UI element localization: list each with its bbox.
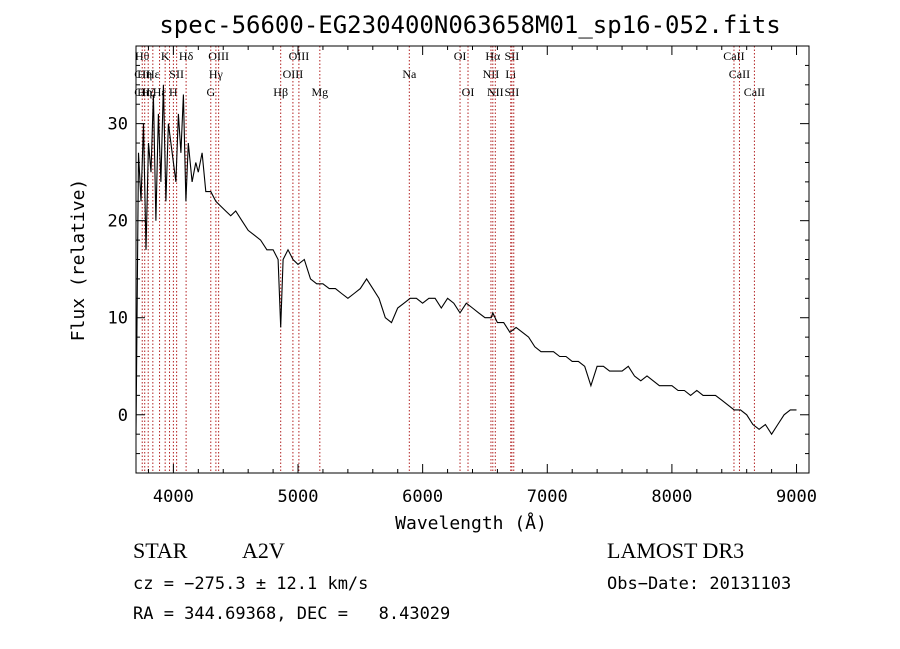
survey-label: LAMOST DR3 bbox=[607, 538, 745, 563]
axis-ticks: 4000 5000 6000 7000 8000 9000 0 10 20 30 bbox=[108, 46, 817, 507]
spectral-line-label: NII bbox=[487, 85, 504, 99]
obs-date-text: Obs−Date: 20131103 bbox=[607, 574, 792, 594]
spectral-line-label: OI bbox=[454, 49, 467, 63]
spectral-line-label: OIII bbox=[289, 49, 310, 63]
spectral-line-label: Hζ bbox=[141, 85, 155, 99]
x-tick-label: 6000 bbox=[402, 487, 443, 507]
spectral-line-label: K bbox=[161, 49, 170, 63]
spectral-line-label: Na bbox=[402, 67, 417, 81]
spectral-line-label: CII bbox=[134, 67, 150, 81]
spectral-line-label: CaII bbox=[723, 49, 744, 63]
y-tick-label: 30 bbox=[108, 115, 128, 135]
object-subclass: A2V bbox=[242, 538, 285, 563]
spectral-line-label: Hε bbox=[146, 67, 160, 81]
y-tick-label: 0 bbox=[118, 406, 128, 426]
spectral-line-label: OIII bbox=[283, 67, 304, 81]
x-axis-label: Wavelength (Å) bbox=[395, 512, 547, 534]
chart-title: spec-56600-EG230400N063658M01_sp16-052.f… bbox=[159, 11, 780, 39]
plot-frame bbox=[135, 45, 810, 474]
spectral-line-label: G bbox=[206, 85, 215, 99]
spectral-line-label: Li bbox=[505, 67, 516, 81]
series-layer bbox=[135, 84, 797, 436]
spectral-line-label: Hθ bbox=[135, 49, 150, 63]
x-tick-label: 5000 bbox=[278, 487, 319, 507]
object-class: STAR bbox=[133, 538, 188, 563]
spectral-line-label: CII bbox=[134, 85, 150, 99]
redshift-text: cz = −275.3 ± 12.1 km/s bbox=[133, 574, 369, 594]
spectral-line-label: H bbox=[169, 85, 178, 99]
spectral-line-label: CaII bbox=[729, 67, 750, 81]
spectral-line-label: Mg bbox=[311, 85, 328, 99]
spectral-lines: HθCIICIIHηHηHζHεHεKHSIIHδGHγOIIIHβOIIIOI… bbox=[134, 46, 765, 473]
x-tick-label: 7000 bbox=[527, 487, 568, 507]
spectral-line-label: CaII bbox=[744, 85, 765, 99]
spectral-line-label: OI bbox=[462, 85, 475, 99]
y-axis-label: Flux (relative) bbox=[68, 179, 89, 342]
spectral-line-label: Hδ bbox=[179, 49, 194, 63]
spectral-line-label: NII bbox=[483, 67, 500, 81]
spectral-line-label: SII bbox=[505, 49, 520, 63]
spectral-line-label: SII bbox=[169, 67, 184, 81]
radec-text: RA = 344.69368, DEC = 8.43029 bbox=[133, 604, 451, 624]
spectral-line-label: Hα bbox=[485, 49, 501, 63]
spectral-line-label: Hγ bbox=[209, 67, 224, 81]
spectral-line-label: Hβ bbox=[273, 85, 288, 99]
x-tick-label: 8000 bbox=[651, 487, 692, 507]
spectral-line-label: SII bbox=[505, 85, 520, 99]
spectral-line-label: OIII bbox=[208, 49, 229, 63]
y-tick-label: 20 bbox=[108, 212, 128, 232]
spectral-line-label: Hε bbox=[153, 85, 167, 99]
flux-series-line bbox=[135, 84, 797, 436]
x-tick-label: 4000 bbox=[153, 487, 194, 507]
x-tick-label: 9000 bbox=[776, 487, 817, 507]
y-tick-label: 10 bbox=[108, 309, 128, 329]
